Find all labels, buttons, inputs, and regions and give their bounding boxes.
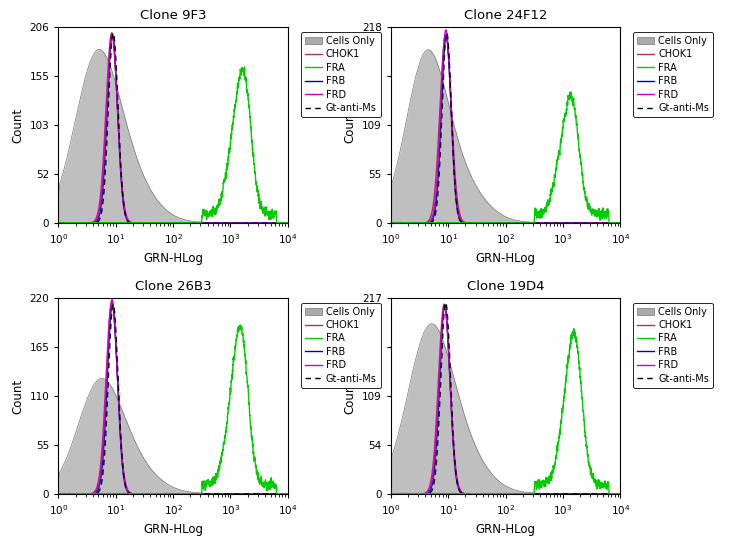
X-axis label: GRN-HLog: GRN-HLog — [475, 522, 536, 535]
Title: Clone 24F12: Clone 24F12 — [464, 9, 548, 22]
Y-axis label: Count: Count — [343, 378, 356, 414]
Title: Clone 19D4: Clone 19D4 — [466, 280, 545, 293]
Y-axis label: Count: Count — [11, 378, 24, 414]
Title: Clone 26B3: Clone 26B3 — [135, 280, 212, 293]
Y-axis label: Count: Count — [343, 108, 356, 143]
Legend: Cells Only, CHOK1, FRA, FRB, FRD, Gt-anti-Ms: Cells Only, CHOK1, FRA, FRB, FRD, Gt-ant… — [301, 303, 380, 388]
Legend: Cells Only, CHOK1, FRA, FRB, FRD, Gt-anti-Ms: Cells Only, CHOK1, FRA, FRB, FRD, Gt-ant… — [633, 32, 713, 117]
Title: Clone 9F3: Clone 9F3 — [140, 9, 207, 22]
X-axis label: GRN-HLog: GRN-HLog — [475, 252, 536, 265]
Y-axis label: Count: Count — [11, 108, 24, 143]
X-axis label: GRN-HLog: GRN-HLog — [143, 252, 203, 265]
X-axis label: GRN-HLog: GRN-HLog — [143, 522, 203, 535]
Legend: Cells Only, CHOK1, FRA, FRB, FRD, Gt-anti-Ms: Cells Only, CHOK1, FRA, FRB, FRD, Gt-ant… — [301, 32, 380, 117]
Legend: Cells Only, CHOK1, FRA, FRB, FRD, Gt-anti-Ms: Cells Only, CHOK1, FRA, FRB, FRD, Gt-ant… — [633, 303, 713, 388]
